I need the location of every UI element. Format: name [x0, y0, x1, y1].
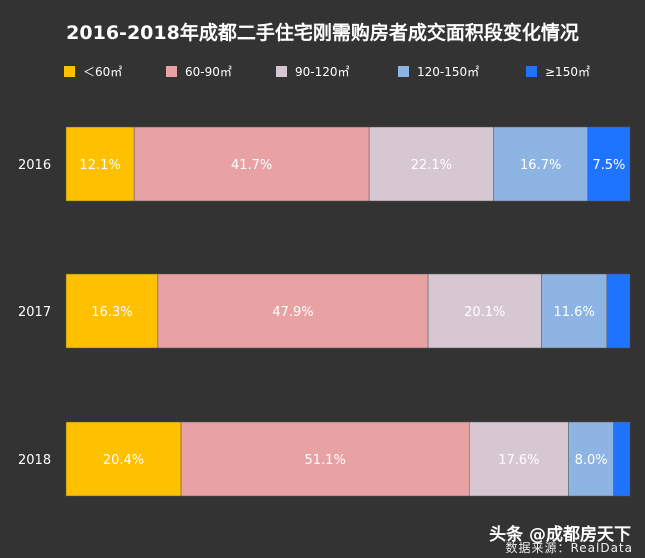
data-label: 20.4%	[103, 453, 144, 468]
bar-segment	[541, 273, 608, 349]
legend-swatch	[398, 65, 409, 77]
data-label: 8.0%	[575, 453, 608, 468]
bar-segment	[568, 421, 614, 497]
legend-label: 60-90㎡	[185, 64, 232, 79]
bar-segment	[493, 126, 588, 202]
bar-segment	[613, 421, 631, 497]
bar-segment	[65, 421, 182, 497]
data-label: 12.1%	[79, 158, 120, 173]
chart-title: 2016-2018年成都二手住宅刚需购房者成交面积段变化情况	[66, 22, 579, 44]
data-label: 17.6%	[498, 453, 539, 468]
category-label: 2018	[18, 453, 51, 468]
data-label: 7.5%	[592, 158, 625, 173]
data-label: 20.1%	[464, 305, 505, 320]
bar-segment	[180, 421, 470, 497]
legend-item: 60-90㎡	[166, 62, 232, 80]
legend-item: ≥150㎡	[526, 62, 590, 80]
legend-label: ≥150㎡	[545, 64, 590, 79]
bar-segment	[133, 126, 370, 202]
bar-segment	[469, 421, 569, 497]
bar-segment	[157, 273, 429, 349]
legend-label: 120-150㎡	[417, 64, 480, 79]
watermark: 头条 @成都房天下	[489, 525, 631, 545]
data-label: 16.3%	[91, 305, 132, 320]
legend-item: ＜60㎡	[64, 62, 122, 80]
data-label: 41.7%	[231, 158, 272, 173]
source-note: 数据来源：RealData	[505, 541, 633, 555]
legend-label: ＜60㎡	[83, 64, 123, 79]
bar-segment	[587, 126, 631, 202]
legend-swatch	[276, 65, 287, 77]
legend-swatch	[526, 65, 537, 77]
legend-label: 90-120㎡	[295, 64, 350, 79]
data-label: 22.1%	[411, 158, 452, 173]
legend-item: 90-120㎡	[276, 62, 350, 80]
bar-segment	[65, 273, 159, 349]
bar-segment	[606, 273, 631, 349]
data-label: 11.6%	[554, 305, 595, 320]
legend-item: 120-150㎡	[398, 62, 479, 80]
category-label: 2016	[18, 158, 51, 173]
legend: ＜60㎡ 60-90㎡ 90-120㎡ 120-150㎡ ≥150㎡	[0, 62, 645, 82]
data-label: 16.7%	[520, 158, 561, 173]
data-label: 51.1%	[305, 453, 346, 468]
data-label: 47.9%	[272, 305, 313, 320]
legend-swatch	[166, 65, 177, 77]
bar-segment	[368, 126, 494, 202]
bar-segment	[427, 273, 542, 349]
category-label: 2017	[18, 305, 51, 320]
bar-segment	[65, 126, 135, 202]
legend-swatch	[64, 65, 75, 77]
